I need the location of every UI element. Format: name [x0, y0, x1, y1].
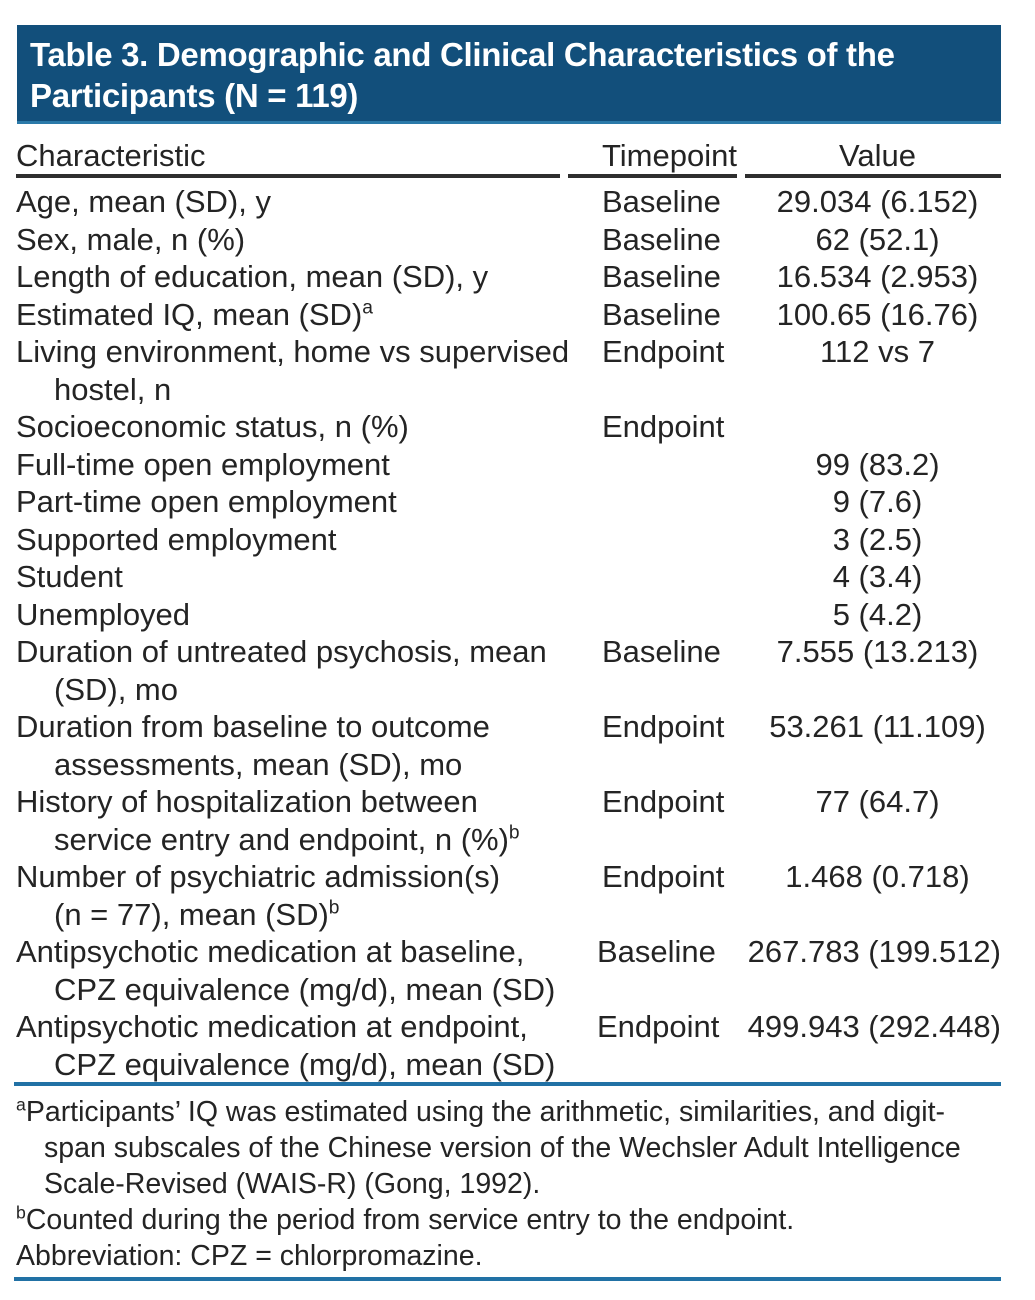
- cell-timepoint: Endpoint: [602, 784, 725, 819]
- cell-value: 499.943 (292.448): [747, 1009, 1001, 1044]
- footnote-line: Abbreviation: CPZ = chlorpromazine.: [16, 1240, 483, 1272]
- table-row: Student 4 (3.4): [16, 558, 1001, 596]
- cell-characteristic: Sex, male, n (%): [16, 221, 246, 257]
- cell-value: 112 vs 7: [820, 334, 935, 369]
- cell-value: 1.468 (0.718): [785, 859, 970, 894]
- cell-characteristic: Part-time open employment: [16, 484, 397, 519]
- cell-value: 5 (4.2): [832, 596, 923, 632]
- table-row: Sex, male, n (%) Baseline 62 (52.1): [16, 221, 1001, 259]
- footnote-marker: a: [16, 1094, 26, 1115]
- cell-characteristic: Duration of untreated psychosis, mean (SD…: [16, 634, 547, 707]
- cell-value: 267.783 (199.512): [747, 934, 1001, 969]
- table-row: Socioeconomic status, n (%) Endpoint: [16, 408, 1001, 446]
- column-header-value: Value: [839, 138, 916, 173]
- table-row: Living environment, home vs supervised ho…: [16, 333, 1001, 408]
- footnote-line: span subscales of the Chinese version of…: [44, 1132, 961, 1164]
- cell-characteristic: Living environment, home vs supervised ho…: [16, 334, 570, 407]
- cell-timepoint: Endpoint: [602, 409, 725, 444]
- cell-value: 16.534 (2.953): [776, 259, 979, 294]
- superscript-marker: a: [362, 297, 373, 319]
- cell-characteristic: Full-time open employment: [16, 446, 390, 482]
- cell-characteristic: Unemployed: [16, 596, 191, 632]
- cell-value: 7.555 (13.213): [776, 634, 979, 669]
- cell-value: 62 (52.1): [815, 221, 940, 257]
- cell-characteristic: Age, mean (SD), y: [16, 184, 271, 219]
- table-title-banner: Table 3. Demographic and Clinical Charac…: [17, 25, 1001, 124]
- superscript-marker: b: [508, 822, 520, 844]
- cell-timepoint: Endpoint: [602, 334, 725, 369]
- cell-value: 29.034 (6.152): [776, 184, 979, 219]
- cell-value: 77 (64.7): [815, 784, 940, 819]
- cell-value: 9 (7.6): [832, 484, 923, 519]
- cell-timepoint: Baseline: [602, 296, 721, 332]
- table-title-line1: Table 3. Demographic and Clinical Charac…: [30, 36, 895, 73]
- cell-value: 4 (3.4): [832, 559, 923, 594]
- cell-characteristic: Socioeconomic status, n (%): [16, 409, 409, 444]
- table-row: Unemployed 5 (4.2): [16, 596, 1001, 634]
- cell-characteristic: History of hospitalization between servic…: [16, 784, 520, 857]
- cell-timepoint: Baseline: [602, 184, 721, 219]
- cell-timepoint: Endpoint: [602, 859, 725, 894]
- table-row: Duration from baseline to outcome assessm…: [16, 708, 1001, 783]
- cell-characteristic: Supported employment: [16, 521, 337, 557]
- table-row: Full-time open employment 99 (83.2): [16, 446, 1001, 484]
- cell-characteristic: Duration from baseline to outcome assessm…: [16, 709, 490, 782]
- header-rule-segment: [16, 174, 560, 178]
- column-header-row: Characteristic Timepoint Value: [16, 139, 1001, 173]
- table-bottom-rule: [14, 1082, 1001, 1086]
- cell-characteristic: Estimated IQ, mean (SD)a: [16, 296, 373, 332]
- cell-characteristic: Length of education, mean (SD), y: [16, 259, 489, 294]
- footnote-bottom-rule: [14, 1277, 1001, 1281]
- footnote-line: Scale-Revised (WAIS-R) (Gong, 1992).: [44, 1168, 541, 1200]
- footnote-line: aParticipants’ IQ was estimated using th…: [16, 1094, 946, 1128]
- cell-timepoint: Baseline: [602, 221, 721, 257]
- column-header-characteristic: Characteristic: [16, 138, 206, 173]
- footnotes: aParticipants’ IQ was estimated using th…: [16, 1094, 1026, 1274]
- table-body: Age, mean (SD), y Baseline 29.034 (6.152) S…: [16, 183, 1001, 1083]
- table-row: Antipsychotic medication at endpoint, CPZ…: [16, 1008, 1001, 1083]
- cell-characteristic: Antipsychotic medication at baseline, CPZ…: [16, 934, 556, 1007]
- cell-characteristic: Student: [16, 559, 123, 594]
- table-row: Number of psychiatric admission(s) (n = 7…: [16, 858, 1001, 933]
- header-rule-segment: [568, 174, 737, 178]
- footnote-line: bCounted during the period from service …: [16, 1202, 795, 1236]
- table-row: History of hospitalization between servic…: [16, 783, 1001, 858]
- cell-timepoint: Endpoint: [596, 1009, 720, 1044]
- header-rule-segment: [745, 174, 1001, 178]
- column-header-timepoint: Timepoint: [602, 138, 737, 173]
- cell-value: 99 (83.2): [815, 446, 940, 482]
- table-title-line2: Participants (N = 119): [30, 77, 359, 114]
- table-row: Duration of untreated psychosis, mean (SD…: [16, 633, 1001, 708]
- table-row: Length of education, mean (SD), y Baselin…: [16, 258, 1001, 296]
- cell-timepoint: Baseline: [596, 934, 716, 969]
- cell-value: 53.261 (11.109): [769, 709, 986, 744]
- cell-value: 3 (2.5): [832, 521, 923, 557]
- cell-timepoint: Endpoint: [602, 709, 725, 744]
- cell-timepoint: Baseline: [602, 259, 721, 294]
- table-row: Supported employment 3 (2.5): [16, 521, 1001, 559]
- cell-characteristic: Number of psychiatric admission(s) (n = 7…: [16, 859, 501, 932]
- cell-value: 100.65 (16.76): [776, 296, 979, 332]
- superscript-marker: b: [328, 897, 340, 919]
- table-row: Antipsychotic medication at baseline, CPZ…: [16, 933, 1001, 1008]
- table-row: Estimated IQ, mean (SD)a Baseline 100.65 (…: [16, 296, 1001, 334]
- footnote-marker: b: [16, 1202, 26, 1223]
- table-row: Age, mean (SD), y Baseline 29.034 (6.152): [16, 183, 1001, 221]
- table-row: Part-time open employment 9 (7.6): [16, 483, 1001, 521]
- cell-characteristic: Antipsychotic medication at endpoint, CPZ…: [16, 1009, 556, 1082]
- cell-timepoint: Baseline: [602, 634, 721, 669]
